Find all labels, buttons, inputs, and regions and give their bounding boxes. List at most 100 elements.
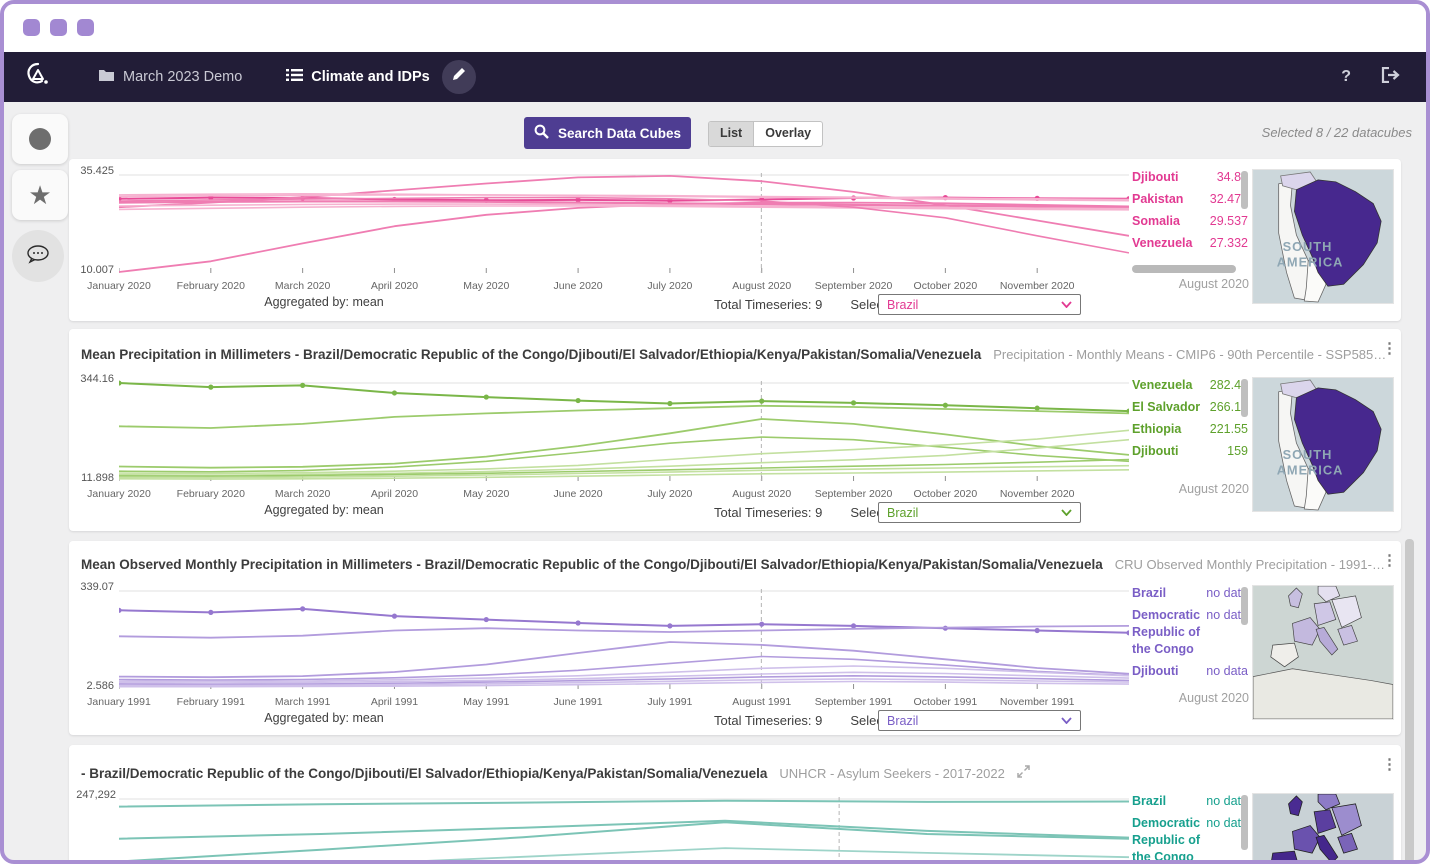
legend-scrollbar-vertical[interactable]: [1241, 379, 1248, 417]
aggregated-by-label: Aggregated by: mean: [264, 711, 384, 725]
map-thumbnail-south-america[interactable]: SOUTH AMERICA: [1252, 377, 1394, 512]
sign-out-button[interactable]: [1381, 66, 1400, 88]
legend-value: no data: [1206, 794, 1248, 808]
x-axis-label: September 1991: [814, 696, 893, 708]
page-scrollbar[interactable]: [1405, 539, 1414, 860]
list-overlay-toggle: List Overlay: [708, 121, 824, 147]
legend-scrollbar-vertical[interactable]: [1241, 587, 1248, 625]
legend-row[interactable]: Djibouti 159: [1132, 443, 1248, 460]
legend-row[interactable]: Democratic Republic of the Congo no data: [1132, 815, 1248, 864]
x-axis-label: June 2020: [553, 488, 603, 500]
map-thumbnail-europe[interactable]: [1252, 793, 1394, 860]
window-control-2[interactable]: [50, 19, 67, 36]
legend-value: 159: [1227, 443, 1248, 458]
aggregated-by-label: Aggregated by: mean: [264, 295, 384, 309]
y-axis-max: 35.425: [80, 165, 114, 177]
legend-country: Ethiopia: [1132, 421, 1182, 436]
legend-value: 34.89: [1216, 170, 1248, 184]
card-menu-button[interactable]: ⋮: [1382, 552, 1397, 569]
x-axis-label: October 1991: [913, 696, 978, 708]
hover-date-label: August 2020: [1178, 691, 1249, 705]
x-axis-label: November 2020: [999, 280, 1075, 292]
line-chart[interactable]: [119, 793, 1129, 864]
sidebar-item-datacubes[interactable]: [12, 114, 68, 164]
hover-date-label: August 2020: [1178, 277, 1249, 291]
x-axis-label: February 2020: [176, 280, 245, 292]
x-axis-label: May 1991: [463, 696, 510, 708]
legend-country: Djibouti: [1132, 663, 1179, 678]
window-control-1[interactable]: [23, 19, 40, 36]
x-axis-label: September 2020: [814, 280, 893, 292]
line-chart[interactable]: [119, 585, 1129, 690]
legend-row[interactable]: El Salvador 266.15: [1132, 399, 1248, 416]
help-button[interactable]: ?: [1341, 68, 1351, 85]
selected-country-dropdown[interactable]: Brazil: [878, 294, 1081, 315]
legend-country: Brazil: [1132, 586, 1167, 600]
card-menu-button[interactable]: ⋮: [1382, 756, 1397, 773]
x-axis-label: June 1991: [553, 696, 603, 708]
legend-value: no data: [1206, 607, 1248, 622]
edit-view-button[interactable]: [441, 60, 476, 94]
card-subtitle: CRU Observed Monthly Precipitation - 199…: [1114, 557, 1389, 572]
x-axis-label: April 2020: [370, 488, 419, 500]
map-thumbnail-south-america[interactable]: SOUTH AMERICA: [1252, 169, 1394, 304]
y-axis-max: 344.16: [80, 373, 114, 385]
legend-value: no data: [1206, 815, 1248, 830]
chart-legend: Venezuela 282.45 El Salvador 266.15 Ethiopia…: [1132, 377, 1248, 481]
x-axis-label: February 2020: [176, 488, 245, 500]
timeseries-info: Total Timeseries: 9 Selected:: [714, 505, 905, 520]
window-control-3[interactable]: [77, 19, 94, 36]
legend-value: no data: [1206, 663, 1248, 678]
legend-row[interactable]: Pakistan 32.477: [1132, 191, 1248, 208]
chat-bubble-icon: [26, 244, 50, 269]
legend-row[interactable]: Somalia 29.537: [1132, 213, 1248, 230]
line-chart[interactable]: [119, 169, 1129, 274]
x-axis-label: March 2020: [274, 280, 331, 292]
sidebar-item-favorites[interactable]: ★: [12, 170, 68, 220]
sidebar-item-feedback[interactable]: [12, 230, 64, 282]
x-axis-label: April 1991: [370, 696, 419, 708]
selected-country-dropdown[interactable]: Brazil: [878, 502, 1081, 523]
card-title: Mean Precipitation in Millimeters - Braz…: [81, 347, 982, 362]
legend-row[interactable]: Djibouti no data: [1132, 663, 1248, 680]
legend-value: 266.15: [1209, 399, 1248, 414]
x-axis: January 1991 February 1991 March 1991 April…: [69, 696, 1401, 709]
aggregated-by-label: Aggregated by: mean: [264, 503, 384, 517]
map-thumbnail-europe[interactable]: [1252, 585, 1394, 720]
x-axis-label: January 1991: [87, 696, 151, 708]
selected-country-dropdown[interactable]: Brazil: [878, 710, 1081, 731]
x-axis-label: July 1991: [647, 696, 693, 708]
hover-date-label: August 2020: [1178, 482, 1249, 496]
svg-text:SOUTH: SOUTH: [1283, 447, 1333, 462]
legend-row[interactable]: Ethiopia 221.55: [1132, 421, 1248, 438]
expand-icon[interactable]: [1017, 765, 1030, 783]
legend-row[interactable]: Venezuela 27.332: [1132, 235, 1248, 252]
breadcrumb-project[interactable]: March 2023 Demo: [98, 68, 242, 86]
chevron-down-icon: [1061, 717, 1072, 724]
legend-row[interactable]: Venezuela 282.45: [1132, 377, 1248, 394]
svg-text:AMERICA: AMERICA: [1277, 463, 1344, 478]
selected-count-label: Selected 8 / 22 datacubes: [1261, 125, 1412, 140]
legend-scrollbar-horizontal[interactable]: [1132, 265, 1236, 273]
x-axis-label: October 2020: [913, 488, 978, 500]
search-data-cubes-button[interactable]: Search Data Cubes: [524, 117, 691, 149]
x-axis-label: September 2020: [814, 488, 893, 500]
legend-scrollbar-vertical[interactable]: [1241, 795, 1248, 850]
legend-row[interactable]: Democratic Republic of the Congo no data: [1132, 607, 1248, 658]
legend-scrollbar-vertical[interactable]: [1241, 171, 1248, 209]
line-chart[interactable]: [119, 377, 1129, 482]
x-axis-label: March 1991: [274, 696, 331, 708]
legend-country: Venezuela: [1132, 378, 1193, 392]
y-axis-min: 2.586: [86, 680, 114, 692]
toggle-overlay[interactable]: Overlay: [753, 122, 822, 146]
x-axis-label: July 2020: [647, 280, 693, 292]
legend-value: 27.332: [1209, 235, 1248, 250]
legend-country: Democratic Republic of the Congo: [1132, 815, 1201, 864]
card-menu-button[interactable]: ⋮: [1382, 340, 1397, 357]
legend-row[interactable]: Brazil no data: [1132, 585, 1248, 602]
breadcrumb-view[interactable]: Climate and IDPs: [286, 68, 430, 86]
legend-row[interactable]: Brazil no data: [1132, 793, 1248, 810]
legend-row[interactable]: Djibouti 34.89: [1132, 169, 1248, 186]
toggle-list[interactable]: List: [709, 122, 754, 146]
